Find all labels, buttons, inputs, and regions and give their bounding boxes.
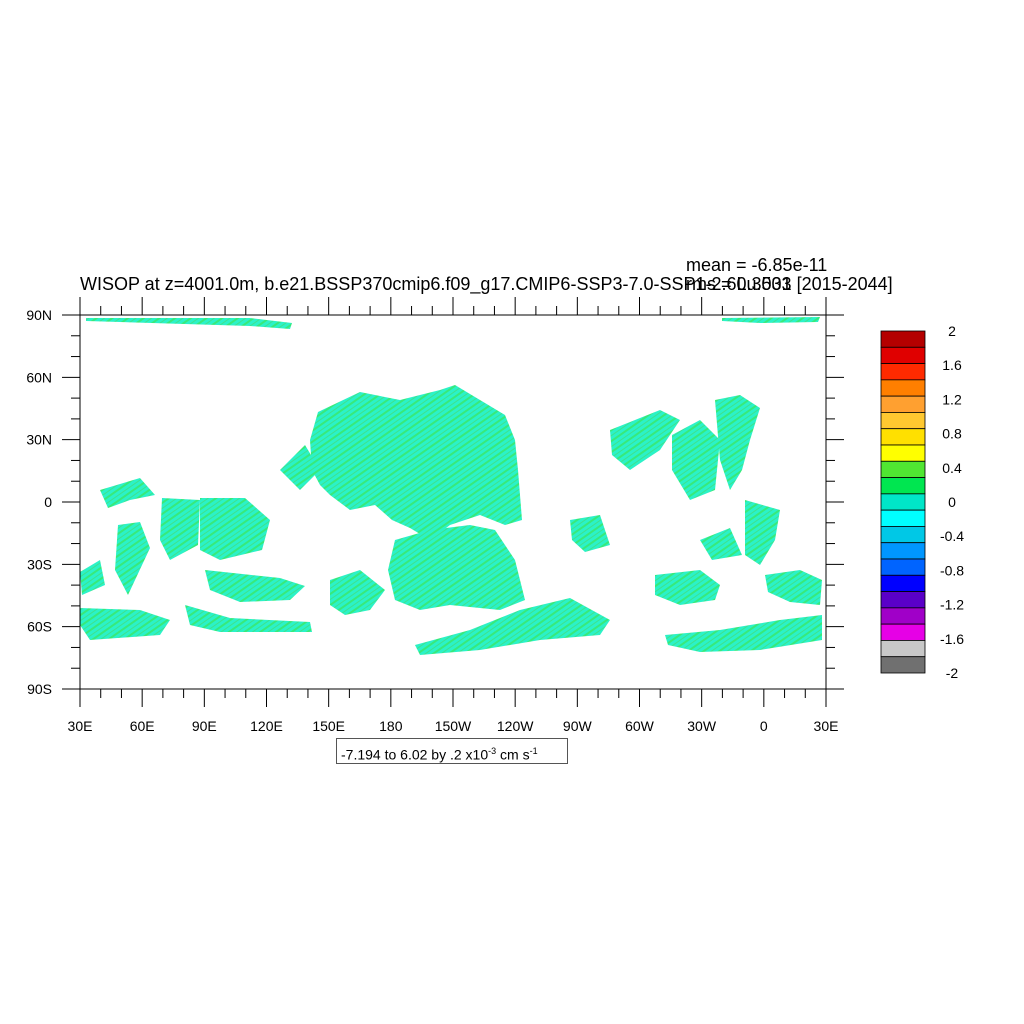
y-tick-label: 60S [27, 619, 52, 635]
contour-unit-exponent: -1 [529, 746, 538, 756]
y-tick-label: 90S [27, 681, 52, 697]
colorbar-label: -0.8 [940, 562, 964, 578]
small-patch-2 [700, 528, 742, 560]
southern-atlantic [665, 615, 822, 652]
colorbar-swatch [880, 640, 926, 658]
colorbar-swatch [880, 607, 926, 625]
colorbar-swatch [880, 558, 926, 576]
rms-value: rms = 0.3533 [686, 274, 792, 294]
x-tick-label: 90W [563, 718, 593, 734]
x-tick-label: 30E [814, 718, 839, 734]
india-region [280, 445, 320, 490]
x-tick-label: 120E [250, 718, 283, 734]
contour-range: -7.194 to 6.02 by .2 x10 [341, 746, 489, 763]
x-tick-label: 30W [687, 718, 717, 734]
colorbar-label: -1.6 [940, 631, 964, 647]
colorbar-swatch [880, 460, 926, 478]
arctic-strip-left [86, 318, 292, 329]
central-pacific-region [388, 525, 525, 610]
x-tick-label: 60W [625, 718, 655, 734]
x-tick-label: 180 [379, 718, 403, 734]
colorbar-swatch [880, 428, 926, 446]
colorbar-swatch [880, 623, 926, 641]
x-tick-label: 150E [312, 718, 345, 734]
indian-east [200, 498, 270, 560]
north-pacific-region [310, 385, 522, 540]
colorbar: 2 1.6 1.2 0.8 0.4 0 -0.4 -0.8 -1.2 -1.6 -2 [880, 323, 964, 681]
southern-indian [185, 605, 312, 632]
arctic-strip-right [722, 317, 820, 323]
atlantic-south [655, 570, 720, 605]
x-tick-label: 60E [130, 718, 155, 734]
colorbar-label: -0.4 [940, 528, 964, 544]
atlantic-central [672, 420, 720, 500]
statistics: mean = -6.85e-11 rms = 0.3533 [686, 256, 827, 294]
colorbar-swatch [880, 395, 926, 413]
mean-value: mean = -6.85e-11 [686, 255, 828, 275]
x-tick-label: 120W [497, 718, 534, 734]
africa-east-region [80, 608, 170, 640]
colorbar-swatch [880, 363, 926, 381]
atlantic-north [610, 410, 680, 470]
colorbar-swatch [880, 379, 926, 397]
colorbar-label: 1.6 [942, 357, 962, 373]
africa-west-region [80, 560, 105, 595]
small-patch-1 [570, 515, 610, 552]
y-tick-label: 0 [44, 494, 52, 510]
contour-info-box: -7.194 to 6.02 by .2 x10-3 cm s-1 [336, 738, 568, 764]
indian-south [205, 570, 305, 602]
x-axis: 30E 60E 90E 120E 150E 180 150W 120W 90W 60W 30W 0 30… [68, 297, 839, 734]
contour-unit: cm s [496, 746, 530, 763]
y-tick-label: 30S [27, 556, 52, 572]
arabian-region [100, 478, 155, 508]
colorbar-swatch [880, 542, 926, 560]
colorbar-label: -2 [946, 665, 959, 681]
colorbar-swatch [880, 330, 926, 348]
indian-west [160, 498, 200, 560]
colorbar-swatch [880, 574, 926, 592]
colorbar-label: 1.2 [942, 391, 962, 407]
atlantic-far-east [765, 570, 822, 605]
data-regions [80, 317, 822, 655]
colorbar-label: 0 [948, 494, 956, 510]
atlantic-south-east [745, 500, 780, 565]
colorbar-label: 0.4 [942, 460, 962, 476]
x-tick-label: 0 [760, 718, 768, 734]
colorbar-swatch [880, 656, 926, 674]
contour-exponent: -3 [488, 746, 497, 756]
colorbar-swatch [880, 493, 926, 511]
colorbar-label: -1.2 [940, 597, 964, 613]
map-title: WISOP at z=4001.0m, b.e21.BSSP370cmip6.f… [80, 274, 893, 294]
x-tick-label: 30E [68, 718, 93, 734]
atlantic-east [715, 395, 760, 490]
south-pacific-region [415, 598, 610, 655]
colorbar-swatch [880, 444, 926, 462]
colorbar-swatch [880, 526, 926, 544]
y-tick-label: 30N [26, 432, 52, 448]
y-axis: 90N 60N 30N 0 30S 60S 90S [26, 307, 844, 697]
y-tick-label: 60N [26, 369, 52, 385]
x-tick-label: 90E [192, 718, 217, 734]
madagascar-region [115, 522, 150, 595]
y-tick-label: 90N [26, 307, 52, 323]
colorbar-swatch [880, 412, 926, 430]
south-pacific-west [330, 570, 385, 615]
colorbar-swatch [880, 477, 926, 495]
x-tick-label: 150W [435, 718, 472, 734]
colorbar-swatch [880, 591, 926, 609]
colorbar-swatch [880, 509, 926, 527]
colorbar-label: 0.8 [942, 426, 962, 442]
colorbar-label: 2 [948, 323, 956, 339]
colorbar-swatch [880, 346, 926, 364]
